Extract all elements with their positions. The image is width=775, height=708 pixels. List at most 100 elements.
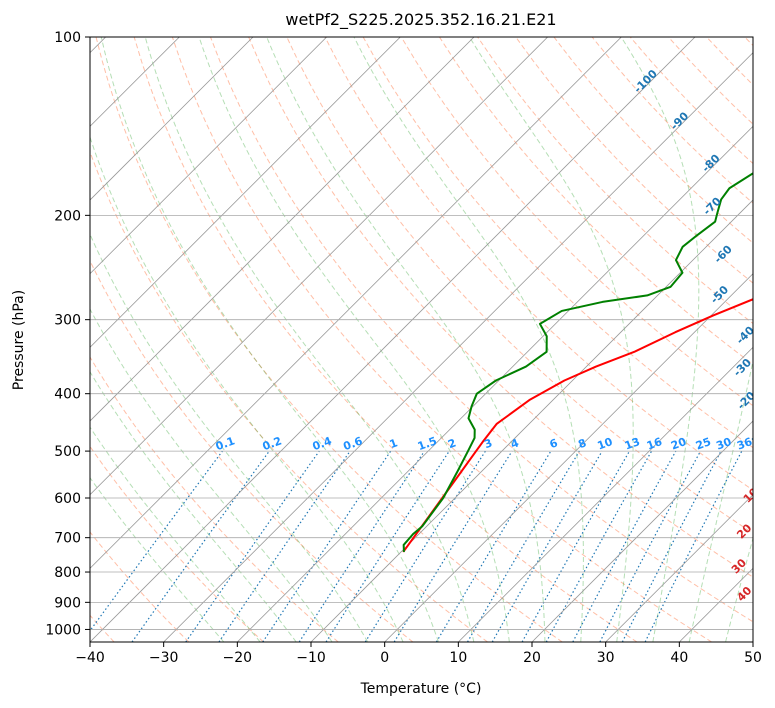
isotherm <box>90 37 254 201</box>
x-tick-label: 20 <box>523 650 541 666</box>
isotherm <box>0 10 59 642</box>
plot-frame <box>89 36 754 643</box>
dry-adiabat <box>209 37 753 623</box>
moist-adiabat-label: 10 <box>741 485 761 505</box>
mixing-ratio-label: 2 <box>446 436 458 451</box>
isotherm <box>752 641 753 642</box>
moist-adiabat-label: 40 <box>734 584 754 604</box>
mixing-ratio-label: 4 <box>509 436 521 451</box>
mixing-ratio-label: 16 <box>645 435 664 453</box>
dry-adiabat <box>438 37 753 366</box>
moist-adiabat <box>620 37 700 642</box>
isotherm <box>605 494 753 642</box>
mixing-ratio-line <box>185 450 320 642</box>
mixing-ratio-line <box>644 450 743 642</box>
dry-adiabat-label: -100 <box>631 67 660 96</box>
mixing-ratio-label: 3 <box>482 436 494 451</box>
moist-adiabat <box>688 358 753 642</box>
y-tick-label: 400 <box>54 387 81 403</box>
isotherm <box>163 52 753 642</box>
x-tick-label: −10 <box>296 650 326 666</box>
dry-adiabat <box>324 37 753 491</box>
y-tick-label: 500 <box>54 444 81 460</box>
dry-adiabat-label: -70 <box>701 194 724 217</box>
isotherm <box>458 346 753 642</box>
dry-adiabat <box>705 37 753 86</box>
mixing-ratio-line <box>621 450 722 642</box>
x-tick-label: −20 <box>223 650 253 666</box>
moist-adiabat <box>90 233 369 642</box>
mixing-ratio-line <box>218 450 351 642</box>
y-tick-label: 900 <box>54 595 81 611</box>
mixing-ratio-label: 25 <box>694 435 713 452</box>
isotherm <box>90 37 401 348</box>
dry-adiabat <box>515 37 753 284</box>
y-axis-label: Pressure (hPa) <box>11 290 27 390</box>
mixing-ratio-line <box>545 450 653 642</box>
moist-adiabat-label: 30 <box>729 556 749 576</box>
x-tick-label: 10 <box>449 650 467 666</box>
dewpoint-profile-line <box>402 172 753 553</box>
moist-adiabat <box>144 37 475 642</box>
dry-adiabat-label: -10 <box>747 421 770 444</box>
mixing-ratio-label: 6 <box>548 436 560 451</box>
mixing-ratio-label: 0.2 <box>261 434 284 453</box>
dry-adiabat <box>90 356 339 642</box>
mixing-ratio-line <box>521 450 631 642</box>
y-axis: 100 200 300 400 500 600 700 800 900 1000 <box>45 30 90 638</box>
moist-adiabat <box>100 37 439 642</box>
dry-adiabat <box>171 37 712 642</box>
line-labels: -100 -90 -80 -70 -60 -50-40 -30 -20 -10 0.1 0.2 0.4… <box>214 67 770 604</box>
isotherm <box>90 37 696 642</box>
dry-adiabat <box>90 150 488 642</box>
moist-adiabat <box>90 370 297 642</box>
x-axis: −40 −30 −20 −10 0 10 20 30 40 50 <box>75 642 762 666</box>
isotherm <box>90 37 328 275</box>
x-tick-label: 0 <box>380 650 389 666</box>
dry-adiabat <box>95 37 563 642</box>
x-tick-label: −40 <box>75 650 105 666</box>
dry-adiabat <box>476 37 753 325</box>
grid-lines <box>0 10 753 642</box>
mixing-ratio-line <box>131 450 270 642</box>
moist-adiabat <box>90 135 404 642</box>
mixing-ratio-label: 30 <box>714 435 733 453</box>
mixing-ratio-label: 8 <box>576 436 588 451</box>
moist-adiabat <box>90 426 261 642</box>
mixing-ratio-line <box>393 450 513 642</box>
moist-adiabat <box>198 37 510 642</box>
temperature-profile-line <box>402 298 753 553</box>
series-layer <box>402 172 753 553</box>
dry-adiabat-label: -60 <box>712 242 735 265</box>
isotherm <box>90 37 622 569</box>
moist-adiabat-label: 0 <box>751 451 766 466</box>
y-tick-label: 100 <box>54 30 81 46</box>
mixing-ratio-label: 10 <box>596 435 615 453</box>
dry-adiabat <box>90 259 414 642</box>
chart-title: wetPf2_S225.2025.352.16.21.E21 <box>285 10 556 30</box>
isotherm <box>237 125 753 642</box>
dry-adiabat-label: -20 <box>735 389 758 412</box>
mixing-ratio-label: 0.6 <box>342 434 365 453</box>
dry-adiabat <box>133 37 638 642</box>
y-tick-label: 300 <box>54 313 81 329</box>
x-tick-label: 30 <box>597 650 615 666</box>
y-tick-label: 800 <box>54 565 81 581</box>
y-tick-label: 700 <box>54 531 81 547</box>
dry-adiabat-label: -40 <box>734 324 757 347</box>
mixing-ratio-line <box>90 450 223 632</box>
dry-adiabat-label: -50 <box>708 283 731 306</box>
mixing-ratio-label: 36 <box>735 435 754 453</box>
x-axis-label: Temperature (°C) <box>360 681 482 697</box>
dry-adiabat <box>400 37 753 407</box>
mixing-ratio-label: 20 <box>669 435 688 453</box>
dry-adiabat <box>248 37 753 578</box>
mixing-ratio-label: 0.1 <box>214 434 237 453</box>
moist-adiabat <box>266 37 546 642</box>
dry-adiabat-label: -90 <box>668 109 691 132</box>
mixing-ratio-line <box>262 450 392 642</box>
dry-adiabat <box>286 37 753 534</box>
moist-adiabat <box>353 37 584 642</box>
mixing-ratio-label: 1.5 <box>416 434 439 453</box>
